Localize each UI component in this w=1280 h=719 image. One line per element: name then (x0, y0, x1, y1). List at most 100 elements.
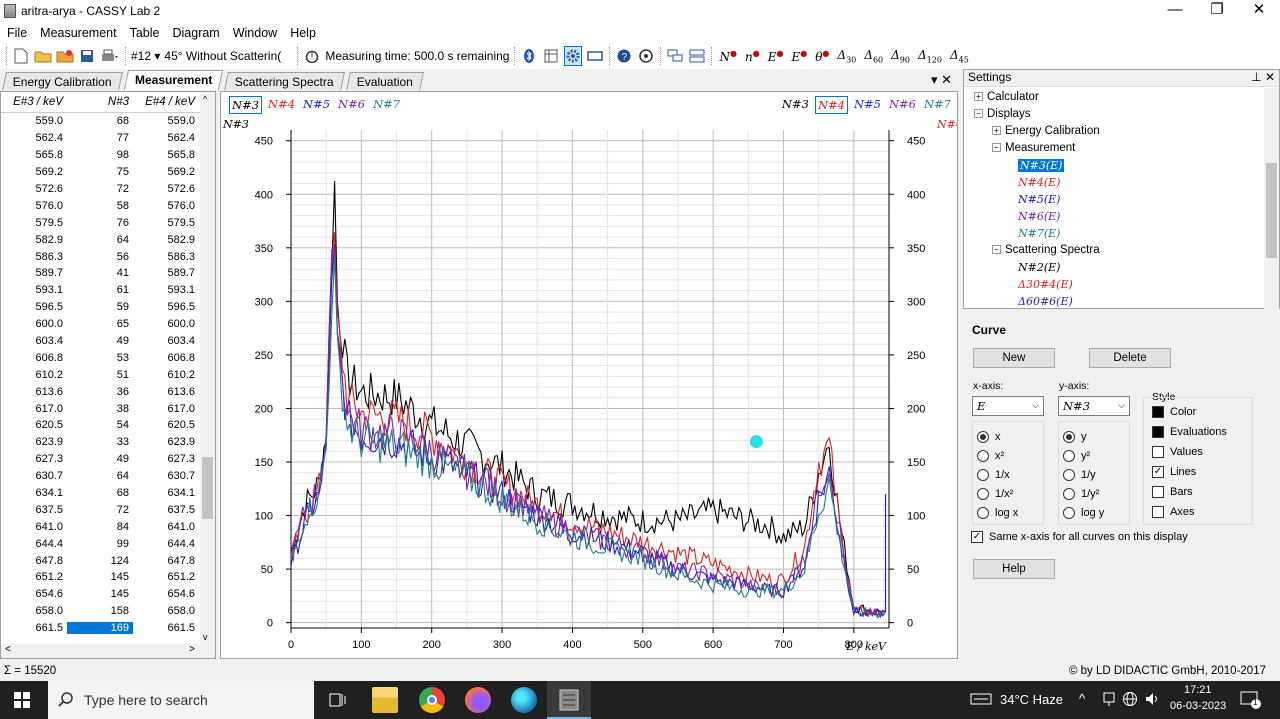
table-cell[interactable]: 586.3 (35, 250, 63, 263)
curve-help-button[interactable]: Help (973, 559, 1055, 579)
series-n5-tab[interactable]: N#5 (303, 97, 331, 111)
context-help-icon[interactable] (637, 46, 655, 66)
table-cell[interactable]: 68 (116, 115, 129, 128)
table-cell[interactable]: 634.1 (35, 487, 63, 500)
table-cell[interactable]: 58 (116, 199, 129, 212)
tree-node[interactable]: N#3(E) (964, 157, 1279, 174)
table-cell[interactable]: 610.2 (35, 368, 63, 381)
same-x-axis-checkbox[interactable]: ✓ Same x-axis for all curves on this dis… (971, 531, 1188, 543)
table-cell[interactable]: 559.0 (167, 115, 195, 128)
table-row[interactable]: 610.2 51 610.2 (1, 366, 215, 383)
table-cell[interactable]: 641.0 (35, 520, 63, 533)
quantity-E2-button[interactable]: E● (791, 48, 808, 64)
quantity-E-button[interactable]: E● (767, 48, 784, 64)
x-transform-option[interactable]: 1/x (977, 469, 1010, 481)
cursor-marker[interactable] (748, 434, 764, 450)
table-cell[interactable]: 620.5 (35, 419, 63, 432)
table-cell[interactable]: 38 (116, 402, 129, 415)
table-row[interactable]: 661.5 169 661.5 (1, 620, 215, 637)
delta-30-button[interactable]: Δ30 (837, 47, 857, 65)
table-cell[interactable]: 634.1 (167, 487, 195, 500)
table-cell[interactable]: 596.5 (35, 301, 63, 314)
table-row[interactable]: 576.0 58 576.0 (1, 197, 215, 214)
bluetooth-icon[interactable] (520, 46, 538, 66)
new-file-icon[interactable] (12, 46, 30, 66)
table-row[interactable]: 658.0 158 658.0 (1, 603, 215, 620)
table-cell[interactable]: 651.2 (167, 571, 195, 584)
tree-node[interactable]: Δ30#4(E) (964, 276, 1279, 293)
tree-node[interactable]: N#5(E) (964, 191, 1279, 208)
chrome-icon[interactable] (419, 687, 445, 713)
table-cell[interactable]: 593.1 (35, 284, 63, 297)
expand-icon[interactable]: + (992, 126, 1001, 136)
table-row[interactable]: 603.4 49 603.4 (1, 333, 215, 350)
table-cell[interactable]: 562.4 (167, 132, 195, 145)
table-cell[interactable]: 56 (116, 250, 129, 263)
table-cell[interactable]: 65 (116, 318, 129, 331)
table-cell[interactable]: 637.5 (167, 503, 195, 516)
y-transform-option[interactable]: 1/y (1063, 469, 1096, 481)
radio-button[interactable] (977, 450, 989, 462)
table-row[interactable]: 613.6 36 613.6 (1, 383, 215, 400)
table-cell[interactable]: 49 (116, 453, 129, 466)
tree-node[interactable]: − Displays (964, 106, 1279, 123)
style-option[interactable]: ✓ Lines (1152, 466, 1196, 478)
table-row[interactable]: 572.6 72 572.6 (1, 181, 215, 198)
table-cell[interactable]: 158 (110, 605, 129, 618)
style-checkbox[interactable] (1152, 406, 1164, 418)
x-transform-option[interactable]: x² (977, 450, 1004, 462)
table-row[interactable]: 623.9 33 623.9 (1, 434, 215, 451)
task-view-icon[interactable] (328, 692, 346, 711)
menu-help[interactable]: Help (290, 25, 316, 40)
table-cell[interactable]: 600.0 (35, 318, 63, 331)
table-cell[interactable]: 647.8 (35, 554, 63, 567)
table-cell[interactable]: 572.6 (35, 183, 63, 195)
display-icon[interactable] (586, 46, 604, 66)
series-n4-axis[interactable]: N#4 (814, 96, 848, 114)
table-cell[interactable]: 644.4 (35, 537, 63, 550)
taskbar-search[interactable]: Type here to search (48, 681, 314, 719)
style-option[interactable]: Evaluations (1152, 426, 1227, 438)
series-line-N4[interactable] (290, 231, 886, 617)
table-row[interactable]: 644.4 99 644.4 (1, 535, 215, 552)
edge-icon[interactable] (511, 687, 537, 713)
column-header-e3[interactable]: E#3 / keV (13, 96, 63, 108)
table-cell[interactable]: 49 (116, 335, 129, 348)
tree-node[interactable]: N#6(E) (964, 208, 1279, 225)
table-row[interactable]: 637.5 72 637.5 (1, 501, 215, 518)
table-cell[interactable]: 36 (116, 385, 129, 398)
table-cell[interactable]: 654.6 (167, 588, 195, 601)
radio-button[interactable] (1063, 488, 1075, 500)
series-line-N6[interactable] (290, 246, 886, 618)
settings-gear-icon[interactable] (564, 46, 583, 66)
table-cell[interactable]: 613.6 (167, 385, 195, 398)
table-horizontal-scrollbar[interactable]: < > (1, 644, 215, 658)
clock-date[interactable]: 06-03-2023 (1170, 700, 1227, 712)
menu-diagram[interactable]: Diagram (172, 25, 220, 40)
table-cell[interactable]: 627.3 (167, 453, 195, 466)
tree-node[interactable]: N#4(E) (964, 174, 1279, 191)
menu-measurement[interactable]: Measurement (40, 25, 117, 40)
style-option[interactable]: Values (1152, 446, 1203, 458)
scroll-right-icon[interactable]: > (189, 644, 195, 655)
table-row[interactable]: 579.5 76 579.5 (1, 214, 215, 231)
open-folder-icon[interactable] (34, 46, 52, 66)
series-n6-axis[interactable]: N#6 (888, 97, 916, 111)
table-row[interactable]: 620.5 54 620.5 (1, 417, 215, 434)
measurement-select[interactable]: #12 ▾ (131, 49, 161, 63)
table-cell[interactable]: 603.4 (35, 335, 63, 348)
table-cell[interactable]: 637.5 (35, 503, 63, 516)
radio-button[interactable] (977, 431, 989, 443)
table-cell[interactable]: 661.5 (167, 622, 195, 635)
series-n5-axis[interactable]: N#5 (853, 97, 881, 111)
series-line-N3[interactable] (290, 180, 886, 617)
table-cell[interactable]: 589.7 (167, 267, 195, 280)
table-row[interactable]: 562.4 77 562.4 (1, 130, 215, 147)
table-cell[interactable]: 559.0 (35, 115, 63, 128)
table-cell[interactable]: 72 (116, 503, 129, 516)
table-cell[interactable]: 617.0 (35, 402, 63, 415)
table-row[interactable]: 641.0 84 641.0 (1, 518, 215, 535)
weather-icon[interactable] (970, 691, 992, 710)
y-transform-option[interactable]: y (1063, 431, 1087, 443)
table-cell[interactable]: 54 (116, 419, 129, 432)
